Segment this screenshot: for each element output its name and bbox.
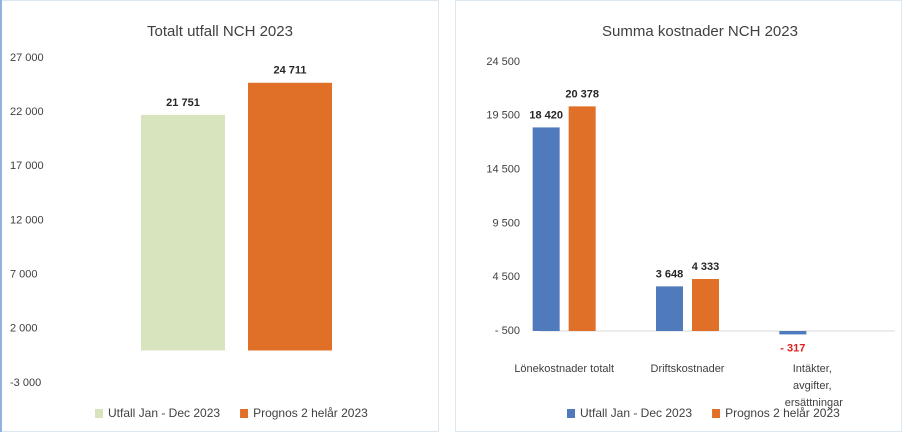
x-tick-label: Intäkter, avgifter, ersättningar	[785, 363, 843, 409]
bar	[532, 127, 560, 331]
legend-swatch	[240, 409, 249, 418]
y-tick-label: 14 500	[486, 164, 520, 176]
value-label: 18 420	[529, 109, 563, 121]
bar	[568, 106, 596, 331]
y-tick-label: 2 000	[10, 323, 38, 335]
value-label: 21 751	[166, 97, 200, 109]
y-tick-label: 4 500	[492, 271, 520, 283]
legend-swatch	[712, 409, 721, 418]
value-label: 4 333	[692, 261, 720, 273]
y-tick-label: 24 500	[486, 56, 520, 68]
y-tick-label: 17 000	[10, 160, 44, 172]
legend-swatch	[567, 409, 575, 418]
y-tick-label: -3 000	[10, 377, 41, 389]
legend-label: Utfall Jan - Dec 2023	[108, 406, 220, 420]
y-tick-label: - 500	[495, 325, 520, 337]
x-tick-label: Driftskostnader	[651, 363, 725, 375]
value-label: 24 711	[273, 65, 306, 77]
legend-label: Prognos 2 helår 2023	[253, 406, 368, 420]
bar	[779, 331, 807, 335]
value-label: - 317	[780, 342, 805, 354]
legend-label: Utfall Jan - Dec 2023	[580, 406, 692, 420]
legend-swatch	[95, 409, 103, 418]
y-tick-label: 7 000	[10, 269, 38, 281]
bar	[248, 82, 332, 351]
value-label: 3 648	[656, 268, 684, 280]
bar	[692, 278, 719, 331]
bar	[656, 286, 683, 331]
chart-title: Totalt utfall NCH 2023	[147, 23, 293, 40]
bar	[141, 114, 225, 351]
value-label: 20 378	[565, 88, 599, 100]
y-tick-label: 9 500	[492, 217, 520, 229]
y-tick-label: 22 000	[10, 106, 44, 118]
y-tick-label: 27 000	[10, 52, 44, 64]
chart-title: Summa kostnader NCH 2023	[602, 23, 798, 40]
legend-label: Prognos 2 helår 2023	[725, 406, 840, 420]
y-tick-label: 12 000	[10, 214, 44, 226]
y-tick-label: 19 500	[486, 110, 520, 122]
x-tick-label: Lönekostnader totalt	[514, 363, 614, 375]
